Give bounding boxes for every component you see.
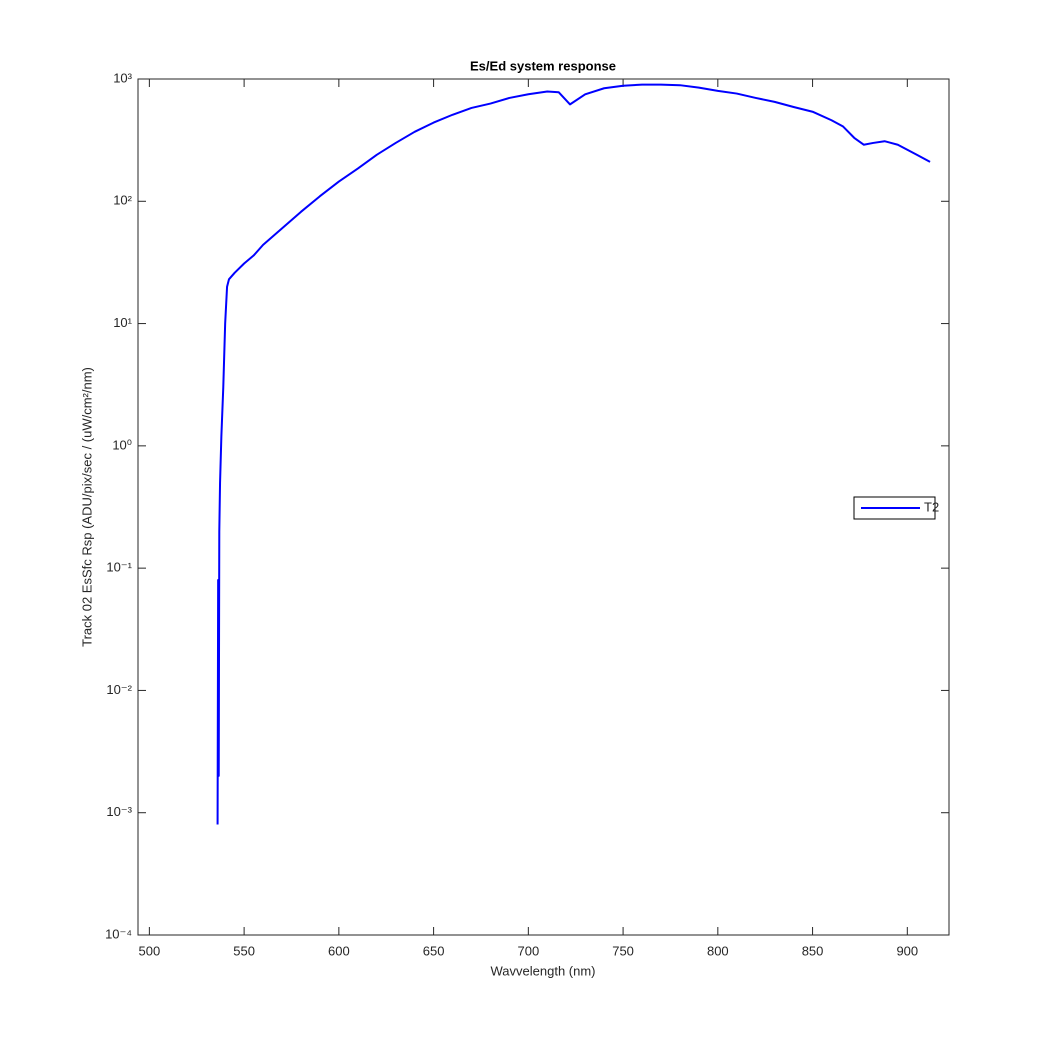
- chart-title: Es/Ed system response: [470, 58, 616, 73]
- x-tick-label: 900: [896, 943, 918, 958]
- y-tick-label: 10¹: [113, 315, 132, 330]
- legend-label: T2: [924, 499, 939, 514]
- x-tick-label: 600: [328, 943, 350, 958]
- y-tick-label: 10⁻⁴: [105, 926, 132, 941]
- x-tick-label: 850: [802, 943, 824, 958]
- y-tick-label: 10⁻³: [106, 804, 132, 819]
- data-line: [216, 83, 931, 825]
- x-axis-label: Wavvelength (nm): [491, 963, 596, 978]
- y-tick-label: 10³: [113, 70, 132, 85]
- y-tick-label: 10⁰: [112, 437, 132, 452]
- plot-area: [137, 78, 950, 936]
- y-tick-label: 10⁻¹: [106, 560, 132, 575]
- x-tick-label: 550: [233, 943, 255, 958]
- y-tick-label: 10⁻²: [106, 682, 132, 697]
- x-tick-label: 800: [707, 943, 729, 958]
- x-tick-label: 500: [139, 943, 161, 958]
- x-tick-label: 650: [423, 943, 445, 958]
- y-axis-label: Track 02 EsSfc Rsp (ADU/pix/sec / (uW/cm…: [79, 367, 94, 647]
- x-tick-label: 750: [612, 943, 634, 958]
- x-tick-label: 700: [517, 943, 539, 958]
- y-tick-label: 10²: [113, 193, 132, 208]
